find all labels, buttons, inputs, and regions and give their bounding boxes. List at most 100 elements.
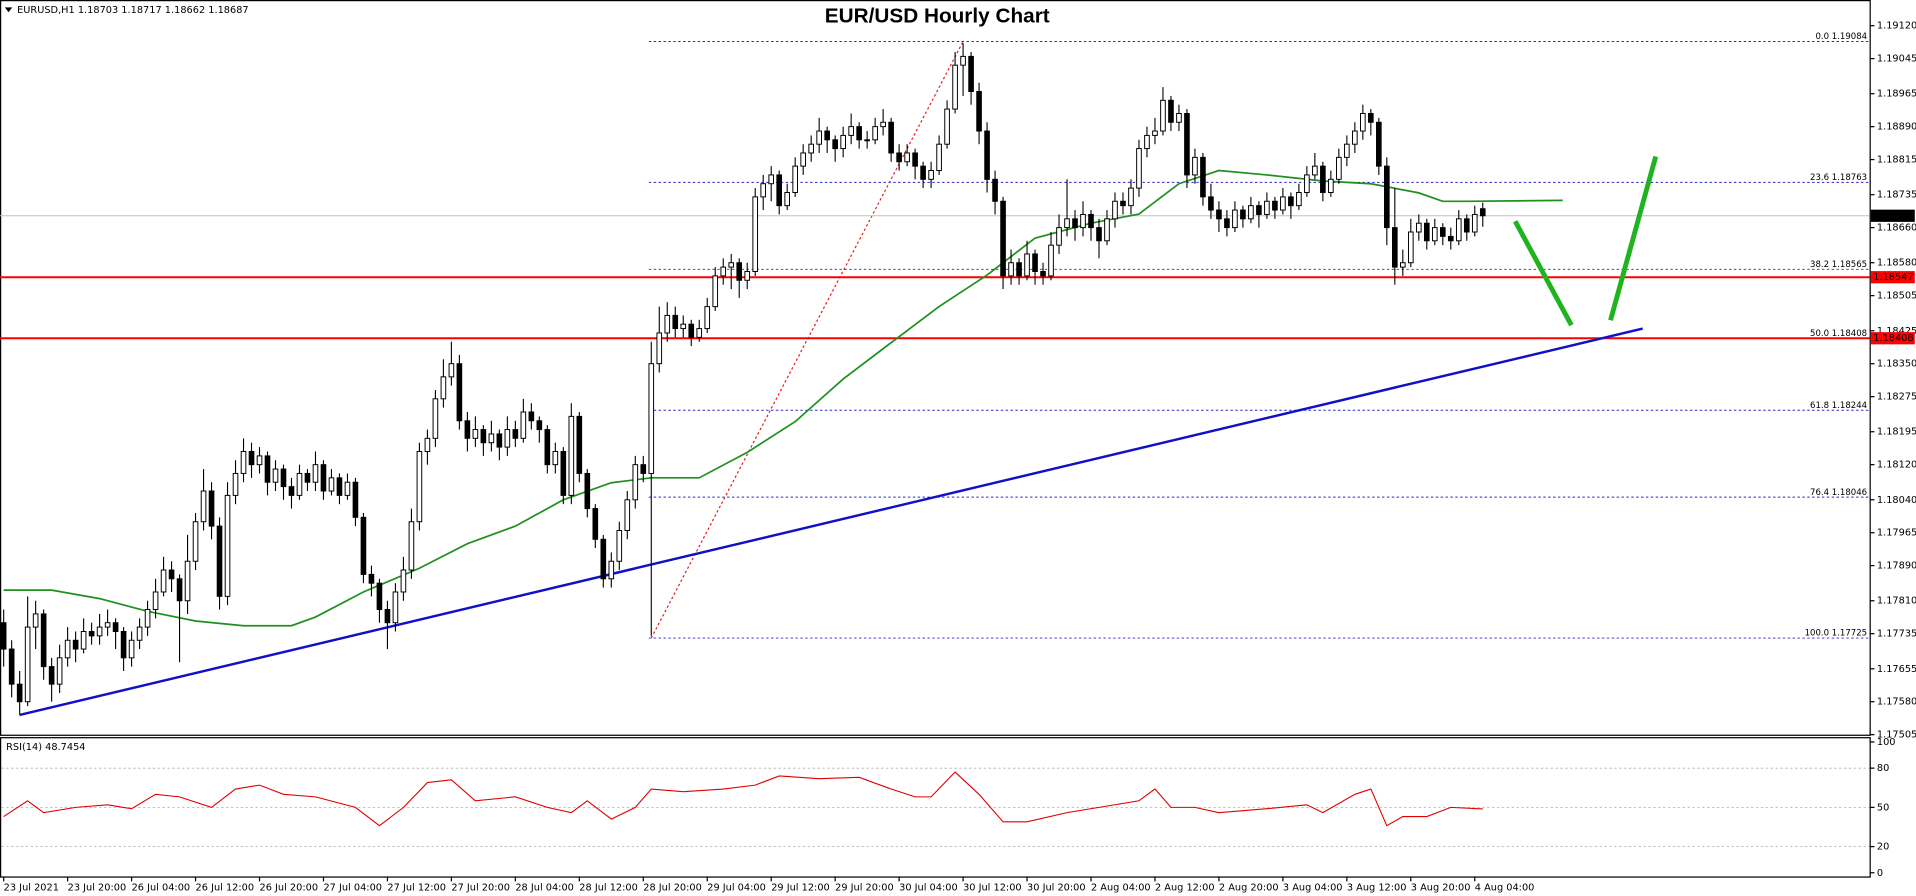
candle-body xyxy=(112,622,119,632)
candle-body xyxy=(680,323,687,330)
candle-body xyxy=(256,455,263,466)
candle-body xyxy=(1479,208,1486,217)
y-tick-label: 1.17505 xyxy=(1877,730,1916,741)
candle-body xyxy=(504,429,511,448)
candle-body xyxy=(280,468,287,488)
candle-body xyxy=(672,314,679,330)
forecast-arrows xyxy=(1513,155,1659,327)
y-tick-label: 1.18965 xyxy=(1877,89,1916,100)
x-tick-label: 3 Aug 04:00 xyxy=(1283,882,1343,893)
x-tick-label: 2 Aug 20:00 xyxy=(1219,882,1279,893)
candle-body xyxy=(424,437,431,452)
candle-body xyxy=(0,622,7,650)
x-tick-label: 29 Jul 20:00 xyxy=(835,882,894,893)
candle-body xyxy=(96,626,103,637)
y-tick-label: 1.19045 xyxy=(1877,54,1916,65)
y-tick-label: 1.18660 xyxy=(1877,223,1916,234)
arrow-up xyxy=(1608,155,1659,321)
y-tick-label: 1.18815 xyxy=(1877,155,1916,166)
candle-body xyxy=(1455,218,1462,242)
y-tick-label: 1.18425 xyxy=(1877,326,1916,337)
x-tick-label: 28 Jul 20:00 xyxy=(643,882,702,893)
candle-body xyxy=(80,630,87,650)
chart-title: EUR/USD Hourly Chart xyxy=(825,5,1050,28)
candle-body xyxy=(136,626,143,641)
candle-body xyxy=(1360,112,1366,132)
candle-body xyxy=(1080,213,1086,229)
candle-body xyxy=(1415,222,1422,233)
candle-body xyxy=(952,64,958,110)
candle-body xyxy=(224,494,231,597)
x-tick-label: 3 Aug 12:00 xyxy=(1347,882,1407,893)
candle-body xyxy=(840,134,846,150)
candle-body xyxy=(208,490,215,527)
candle-body xyxy=(232,472,239,496)
candle-body xyxy=(1296,191,1302,207)
candle-body xyxy=(216,525,223,597)
candle-body xyxy=(992,178,998,202)
candle-body xyxy=(904,152,910,163)
x-tick-label: 23 Jul 20:00 xyxy=(68,882,127,893)
candle-body xyxy=(240,451,247,474)
candle-body xyxy=(480,429,487,444)
candle-body xyxy=(1168,99,1174,123)
candle-body xyxy=(648,363,655,474)
candle-body xyxy=(632,464,639,501)
candle-body xyxy=(752,196,759,272)
candle-body xyxy=(1272,200,1278,211)
price-tag-label: 1.18408 xyxy=(1873,333,1913,344)
candle-body xyxy=(1192,156,1198,176)
x-tick-label: 26 Jul 04:00 xyxy=(132,882,191,893)
rsi-tick-label: 80 xyxy=(1877,763,1889,774)
candle-body xyxy=(776,174,783,207)
candle-body xyxy=(1240,209,1246,220)
candle-body xyxy=(560,451,567,496)
candle-body xyxy=(1423,222,1430,242)
candle-body xyxy=(896,152,902,163)
candle-body xyxy=(984,130,990,180)
y-tick-label: 1.17580 xyxy=(1877,697,1916,708)
candle-body xyxy=(1447,235,1454,242)
candle-body xyxy=(192,521,199,562)
candle-body xyxy=(736,262,743,281)
arrow-down xyxy=(1513,220,1574,327)
y-tick-label: 1.18120 xyxy=(1877,460,1916,471)
x-tick-label: 30 Jul 20:00 xyxy=(1027,882,1086,893)
candle-body xyxy=(160,569,167,593)
candle-body xyxy=(512,429,519,439)
y-tick-label: 1.19120 xyxy=(1877,21,1916,32)
candle-body xyxy=(1392,227,1398,268)
candle-body xyxy=(1280,196,1286,211)
candle-body xyxy=(712,275,719,308)
candle-body xyxy=(1112,200,1118,220)
candle-body xyxy=(936,143,942,172)
y-tick-label: 1.18580 xyxy=(1877,258,1916,269)
rsi-tick-label: 100 xyxy=(1877,737,1896,748)
price-tag xyxy=(1870,332,1915,345)
candle-body xyxy=(1128,187,1134,207)
rsi-tick-label: 20 xyxy=(1877,842,1889,853)
candle-body xyxy=(384,609,391,624)
candle-body xyxy=(552,451,559,466)
candle-body xyxy=(544,429,551,466)
candle-body xyxy=(1040,271,1046,277)
candle-body xyxy=(32,613,39,628)
candle-body xyxy=(72,639,79,650)
candle-body xyxy=(784,191,791,207)
candle-body xyxy=(448,363,455,378)
candle-body xyxy=(912,152,918,167)
candle-body xyxy=(616,530,623,562)
candle-body xyxy=(144,609,151,628)
y-tick-label: 1.17735 xyxy=(1877,629,1916,640)
candle-body xyxy=(600,538,607,580)
y-tick-label: 1.18040 xyxy=(1877,495,1916,506)
candle-body xyxy=(576,415,583,474)
price-tag-label: 1.18547 xyxy=(1873,272,1913,283)
candle-body xyxy=(688,323,695,338)
candle-body xyxy=(472,429,479,439)
candle-body xyxy=(1072,218,1078,229)
fib-label: 23.6 1.18763 xyxy=(1810,173,1867,183)
candle-body xyxy=(528,411,535,422)
rsi-label: RSI(14) 48.7454 xyxy=(6,742,85,753)
